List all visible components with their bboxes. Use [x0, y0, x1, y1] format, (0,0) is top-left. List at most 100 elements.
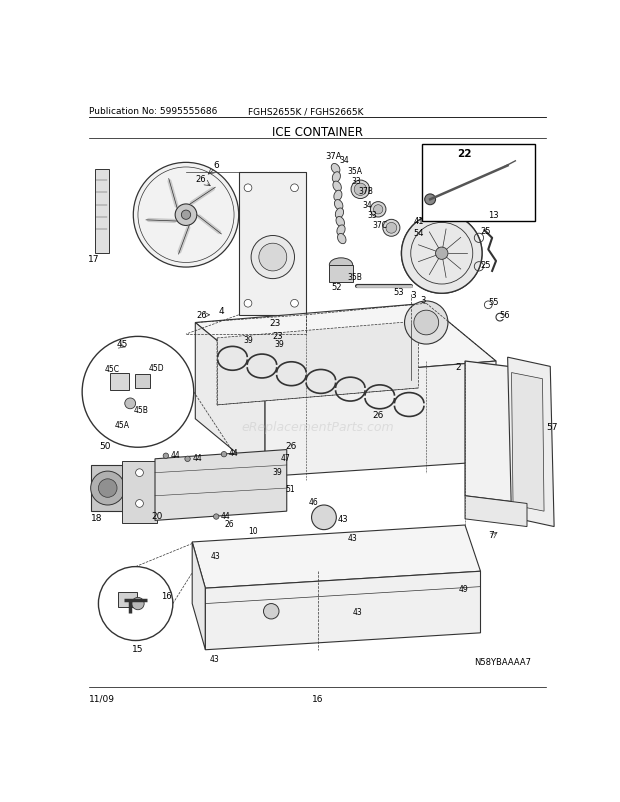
Circle shape [259, 244, 286, 272]
Circle shape [404, 302, 448, 345]
Circle shape [185, 456, 190, 462]
Text: 51: 51 [285, 484, 295, 493]
FancyArrowPatch shape [192, 189, 213, 204]
Polygon shape [192, 542, 205, 650]
Text: 18: 18 [92, 513, 103, 522]
Text: 26: 26 [372, 411, 383, 420]
Text: FGHS2655K / FGHS2665K: FGHS2655K / FGHS2665K [248, 107, 363, 116]
Text: Publication No: 5995555686: Publication No: 5995555686 [89, 107, 218, 116]
Text: 22: 22 [458, 149, 472, 159]
Bar [135, 375, 150, 388]
Circle shape [125, 399, 136, 409]
Text: 43: 43 [211, 552, 221, 561]
Circle shape [243, 328, 249, 334]
Text: 50: 50 [99, 442, 111, 451]
Ellipse shape [337, 234, 346, 245]
Text: 45D: 45D [149, 363, 164, 372]
Text: 47: 47 [280, 453, 290, 462]
Text: 39: 39 [275, 339, 284, 348]
Text: 6: 6 [213, 161, 219, 170]
Polygon shape [195, 323, 265, 477]
Circle shape [275, 331, 281, 338]
Polygon shape [508, 358, 554, 527]
Text: 56: 56 [500, 311, 510, 320]
Text: N58YBAAAA7: N58YBAAAA7 [474, 657, 531, 666]
Polygon shape [195, 304, 496, 381]
Circle shape [425, 195, 435, 205]
Polygon shape [217, 322, 418, 405]
Bar [329, 265, 353, 282]
Text: 26: 26 [197, 311, 208, 320]
Bar [118, 592, 137, 608]
Circle shape [136, 469, 143, 477]
Text: 23: 23 [273, 332, 283, 341]
Text: 4: 4 [219, 307, 224, 316]
Polygon shape [155, 450, 286, 520]
Ellipse shape [331, 164, 340, 174]
Text: 25: 25 [480, 261, 491, 270]
Text: 45C: 45C [105, 365, 120, 374]
Polygon shape [205, 572, 480, 650]
Circle shape [354, 184, 366, 196]
Circle shape [175, 205, 197, 226]
Text: 44: 44 [192, 453, 202, 462]
Text: 34: 34 [340, 156, 349, 164]
Text: 34: 34 [363, 201, 373, 210]
Circle shape [131, 597, 144, 610]
Text: 43: 43 [337, 515, 348, 524]
Text: 26: 26 [285, 442, 296, 451]
Circle shape [91, 472, 125, 505]
Polygon shape [265, 362, 496, 477]
Text: 23: 23 [269, 318, 280, 327]
Text: 16: 16 [161, 592, 172, 601]
Text: 43: 43 [353, 607, 362, 616]
Text: 43: 43 [210, 654, 219, 664]
Polygon shape [465, 496, 527, 527]
Text: 26: 26 [224, 520, 234, 529]
Text: 44: 44 [170, 450, 180, 459]
Circle shape [213, 514, 219, 520]
Bar [422, 144, 534, 221]
Text: 41: 41 [414, 217, 424, 225]
FancyArrowPatch shape [180, 229, 188, 252]
Text: 33: 33 [367, 211, 377, 220]
Text: 57: 57 [546, 423, 558, 431]
Text: 7: 7 [489, 530, 494, 539]
Text: eReplacementParts.com: eReplacementParts.com [241, 420, 394, 433]
Circle shape [133, 163, 239, 268]
Text: 52: 52 [332, 282, 342, 291]
Polygon shape [192, 525, 480, 589]
Circle shape [244, 300, 252, 308]
Text: 37B: 37B [358, 186, 373, 196]
Circle shape [264, 604, 279, 619]
Circle shape [291, 300, 298, 308]
Text: 3: 3 [420, 296, 425, 305]
Text: 17: 17 [88, 255, 100, 264]
FancyArrowPatch shape [199, 217, 219, 233]
Circle shape [291, 184, 298, 192]
Text: 37A: 37A [326, 152, 342, 160]
Text: 3: 3 [410, 290, 417, 299]
Circle shape [402, 214, 482, 294]
Text: 35B: 35B [347, 273, 362, 282]
Circle shape [99, 567, 173, 641]
Text: 26: 26 [195, 175, 206, 184]
Circle shape [414, 311, 439, 335]
Ellipse shape [334, 200, 343, 211]
Circle shape [244, 184, 252, 192]
Text: 43: 43 [347, 533, 357, 542]
Ellipse shape [334, 191, 342, 201]
Ellipse shape [332, 172, 340, 183]
Text: 11/09: 11/09 [89, 694, 115, 703]
Text: 54: 54 [414, 229, 424, 237]
Text: ICE CONTAINER: ICE CONTAINER [272, 126, 363, 139]
Text: 45B: 45B [134, 406, 149, 415]
Text: 53: 53 [394, 288, 404, 297]
Ellipse shape [335, 209, 343, 219]
Ellipse shape [329, 258, 353, 273]
Text: 39: 39 [243, 335, 253, 345]
Text: 45: 45 [117, 339, 128, 348]
Ellipse shape [337, 225, 345, 236]
Polygon shape [239, 173, 306, 315]
Text: 13: 13 [489, 211, 499, 220]
